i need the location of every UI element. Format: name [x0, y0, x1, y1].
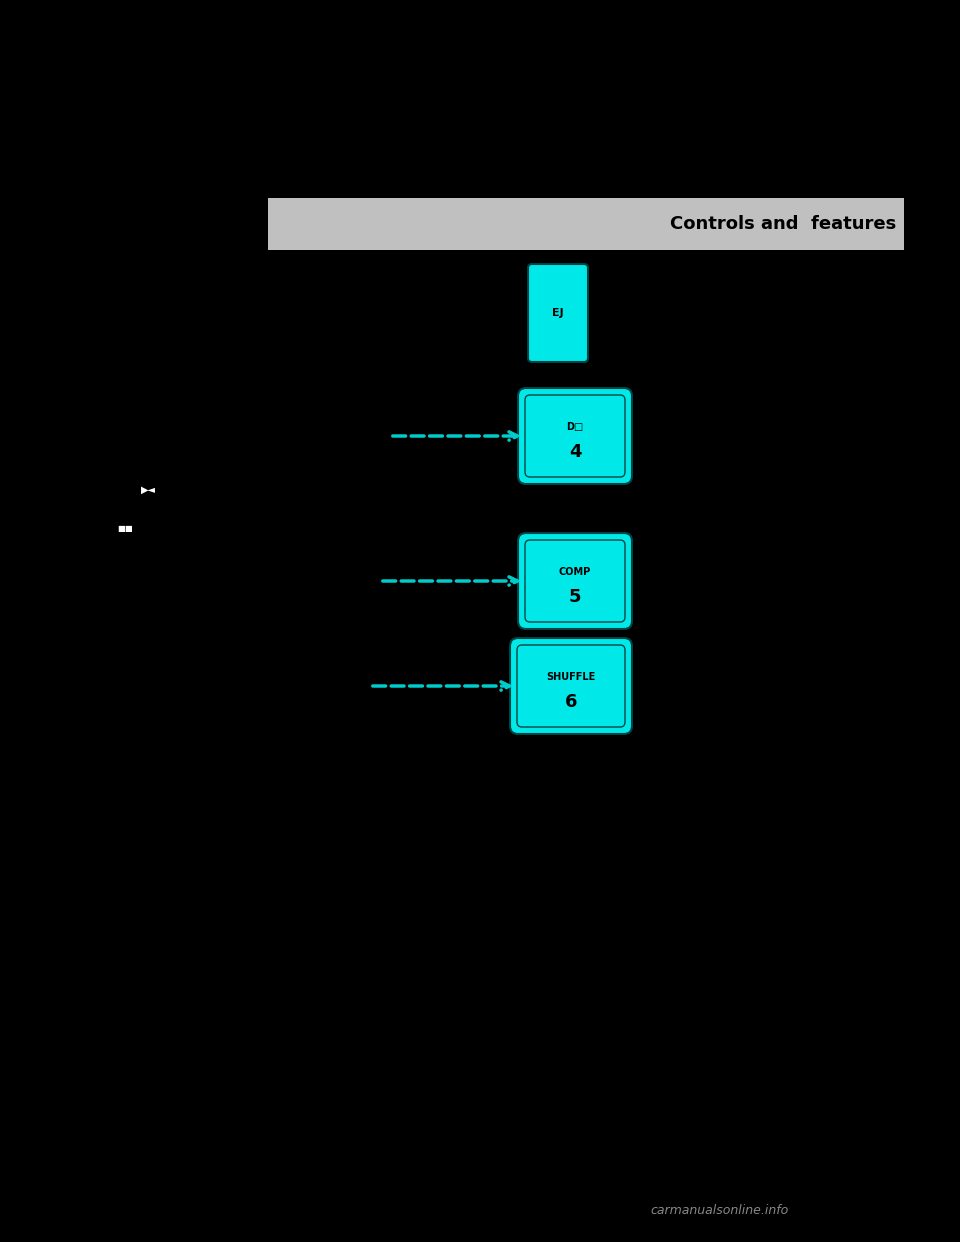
Text: Controls and  features: Controls and features — [670, 215, 896, 233]
FancyBboxPatch shape — [518, 388, 632, 484]
Text: ▶◄: ▶◄ — [140, 484, 156, 496]
Text: SHUFFLE: SHUFFLE — [546, 672, 595, 682]
Text: COMP: COMP — [559, 568, 591, 578]
FancyBboxPatch shape — [268, 197, 904, 250]
Text: 5: 5 — [568, 587, 581, 606]
Text: EJ: EJ — [552, 308, 564, 318]
Text: ■■: ■■ — [117, 523, 132, 533]
FancyBboxPatch shape — [518, 533, 632, 628]
Text: carmanualsonline.info: carmanualsonline.info — [651, 1203, 789, 1216]
Text: 4: 4 — [568, 443, 581, 461]
Text: D□: D□ — [566, 422, 584, 432]
Text: 6: 6 — [564, 693, 577, 710]
FancyBboxPatch shape — [528, 265, 588, 361]
FancyBboxPatch shape — [510, 638, 632, 734]
